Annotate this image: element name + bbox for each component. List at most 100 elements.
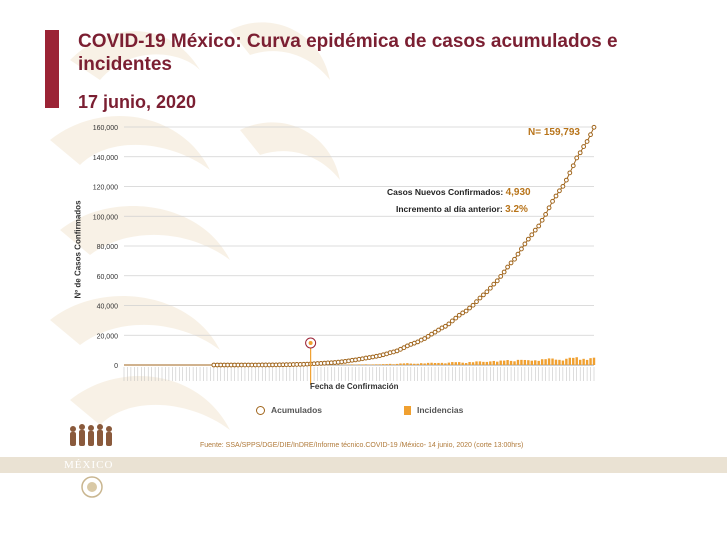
- incidence-bar: [416, 363, 419, 365]
- cumulative-point: [456, 312, 462, 318]
- incidence-bar: [575, 357, 578, 365]
- decorative-watermark: [50, 22, 340, 430]
- total-cases-value: N= 159,793: [528, 127, 580, 138]
- incidence-bar: [499, 360, 502, 365]
- x-axis-label: Fecha de Confirmación: [310, 382, 399, 391]
- cumulative-point: [449, 318, 455, 324]
- cumulative-point: [525, 236, 531, 242]
- cumulative-point: [481, 292, 486, 298]
- incidence-bar: [378, 364, 381, 365]
- incidence-bar: [451, 362, 454, 365]
- incidence-bar: [409, 363, 413, 365]
- incidence-bar: [361, 364, 364, 365]
- cumulative-point: [581, 144, 587, 149]
- cumulative-point: [460, 310, 466, 316]
- incidence-bar: [506, 360, 509, 365]
- mexico-wordmark: MÉXICO: [64, 459, 114, 471]
- cumulative-point: [474, 299, 479, 305]
- incidence-bar: [433, 362, 437, 365]
- cumulative-point: [557, 188, 562, 194]
- incidence-bar: [392, 364, 395, 365]
- incidence-bar: [458, 362, 461, 365]
- incidence-bar: [585, 359, 589, 365]
- cumulative-point: [532, 227, 538, 233]
- title-accent-bar: [45, 30, 59, 108]
- incidence-bar: [540, 359, 544, 365]
- incidence-bar: [468, 362, 471, 365]
- y-axis-label: Nº de Casos Confirmados: [73, 200, 83, 299]
- incidence-bar: [413, 363, 416, 365]
- incidence-bar: [395, 363, 399, 365]
- incidence-bar: [381, 364, 385, 365]
- cumulative-point: [453, 315, 459, 321]
- cumulative-point: [429, 331, 434, 337]
- y-tick-label: 100,000: [93, 214, 118, 221]
- new-cases-label: Casos Nuevos Confirmados:: [387, 187, 504, 197]
- incidence-bar: [423, 363, 426, 365]
- incidence-bar: [426, 362, 430, 365]
- cumulative-point: [546, 205, 552, 211]
- incidence-bar: [368, 364, 371, 365]
- y-tick-label: 20,000: [97, 333, 119, 340]
- incidence-bar: [530, 360, 534, 365]
- incidence-bar: [561, 360, 565, 365]
- incidence-bar: [520, 359, 523, 365]
- incidence-bar: [492, 360, 495, 365]
- total-cases-annotation: N= 159,793: [528, 127, 580, 138]
- incidence-bar: [534, 360, 537, 365]
- increment-annotation: Incremento al día anterior: 3.2%: [396, 204, 528, 215]
- incidence-bar: [447, 362, 451, 365]
- cumulative-point: [436, 327, 441, 333]
- incidence-bar: [419, 363, 423, 365]
- cumulative-point: [512, 256, 517, 262]
- incidence-bar: [485, 361, 489, 365]
- cumulative-point: [425, 334, 431, 339]
- cumulative-point: [487, 285, 493, 291]
- legend-item-incidence: Incidencias: [404, 405, 463, 415]
- incidence-bar: [513, 361, 516, 365]
- incidence-bar: [440, 362, 444, 365]
- incidence-bar: [461, 362, 464, 365]
- cumulative-point: [498, 273, 504, 279]
- incidence-bar: [385, 364, 388, 365]
- cumulative-point: [574, 155, 580, 161]
- slide-date: 17 junio, 2020: [78, 92, 197, 112]
- incidence-bar: [454, 362, 457, 365]
- incidence-bar: [364, 364, 368, 365]
- cumulative-marker-icon: [256, 405, 265, 415]
- y-tick-label: 80,000: [97, 244, 119, 251]
- cumulative-point: [577, 150, 583, 156]
- cumulative-point: [539, 217, 545, 223]
- incidence-bar: [496, 361, 499, 365]
- new-cases-annotation: Casos Nuevos Confirmados: 4,930: [387, 187, 531, 198]
- incidence-bar: [357, 364, 361, 365]
- cumulative-point: [543, 212, 549, 217]
- incidence-bar: [399, 363, 402, 365]
- cumulative-point: [519, 246, 524, 252]
- incidence-bar: [516, 359, 520, 365]
- increment-label: Incremento al día anterior:: [396, 204, 503, 214]
- incidence-bar: [582, 358, 585, 365]
- incidence-bar: [537, 360, 540, 365]
- incidence-bar: [437, 362, 440, 365]
- cumulative-point: [505, 264, 511, 270]
- cumulative-point: [591, 124, 597, 130]
- incidence-bar: [544, 359, 547, 365]
- cumulative-point: [470, 302, 476, 308]
- cumulative-point: [477, 295, 483, 301]
- source-note: Fuente: SSA/SPPS/DGE/DIE/InDRE/Informe t…: [200, 442, 524, 449]
- incidence-bar: [502, 360, 506, 365]
- incidence-bar: [551, 358, 554, 365]
- legend-item-cumulative: Acumulados: [256, 405, 322, 415]
- incidence-bar: [523, 359, 527, 365]
- y-tick-label: 120,000: [93, 185, 118, 192]
- cumulative-point: [567, 170, 573, 176]
- cumulative-point: [563, 177, 569, 183]
- incidence-bar: [509, 360, 513, 365]
- cumulative-point: [446, 321, 452, 327]
- incidence-bar: [565, 358, 568, 365]
- incidence-bar: [464, 363, 468, 365]
- cumulative-point: [515, 251, 521, 257]
